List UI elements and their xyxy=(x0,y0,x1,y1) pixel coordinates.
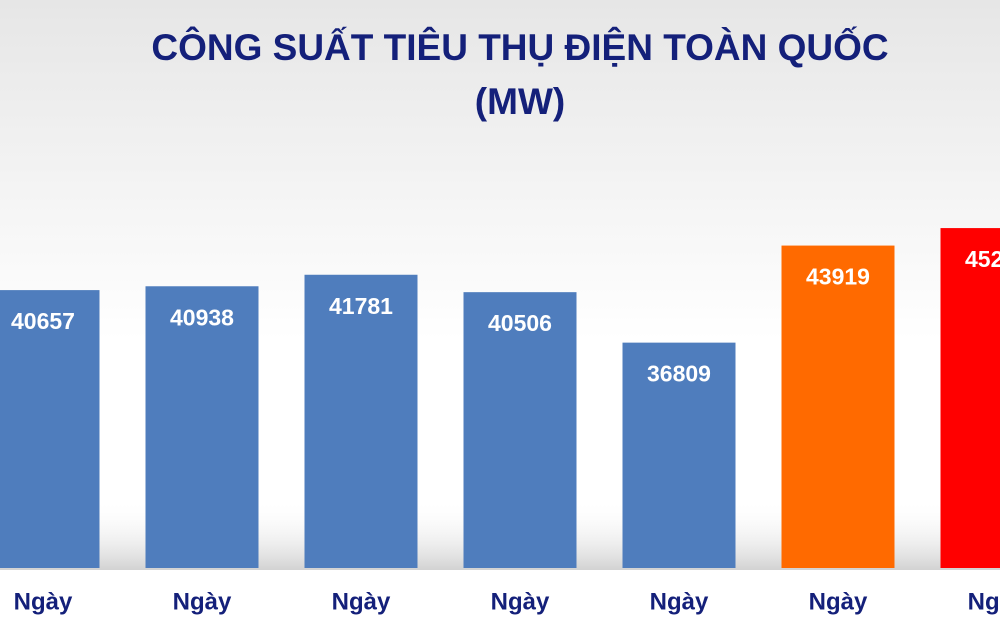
chart-title: CÔNG SUẤT TIÊU THỤ ĐIỆN TOÀN QUỐC xyxy=(151,26,888,68)
bar xyxy=(463,292,577,568)
x-tick-label: Ngày xyxy=(650,588,709,615)
value-label: 40506 xyxy=(488,310,552,336)
bar xyxy=(145,286,259,568)
value-label: 43919 xyxy=(806,264,870,290)
bar xyxy=(781,245,895,568)
bar xyxy=(940,228,1000,568)
chart-subtitle: (MW) xyxy=(475,81,565,122)
x-tick-label: Ngày xyxy=(173,588,232,615)
x-tick-label: Ngày xyxy=(491,588,550,615)
bar xyxy=(0,290,100,568)
value-label: 45200 xyxy=(965,246,1000,272)
value-label: 40938 xyxy=(170,304,234,330)
x-tick-label: Ngày xyxy=(14,588,73,615)
x-tick-label: Ngày xyxy=(809,588,868,615)
value-label: 41781 xyxy=(329,293,393,319)
x-tick-label: Ngày xyxy=(968,588,1000,615)
value-label: 40657 xyxy=(11,308,75,334)
bar xyxy=(622,342,736,568)
value-label: 36809 xyxy=(647,361,711,387)
bar xyxy=(304,274,418,568)
x-tick-label: Ngày xyxy=(332,588,391,615)
